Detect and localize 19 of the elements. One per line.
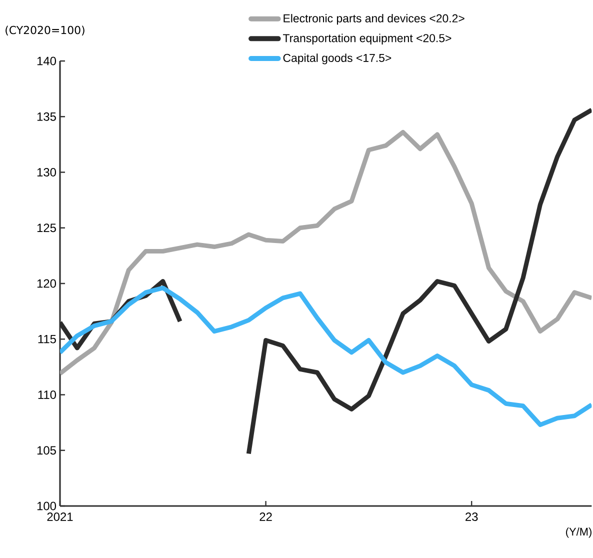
x-tick-label: 23 [466,512,478,521]
x-tick-label: 22 [260,512,272,521]
line-series [60,286,592,428]
x-tick-label: 2021 [47,512,73,521]
y-tick-label: 110 [38,390,56,399]
y-axis-title: (CY2020=100) [6,26,84,36]
y-tick-label: 115 [38,334,56,344]
legend-label: Transportation equipment <20.5> [283,34,452,44]
y-tick-label: 135 [37,112,56,121]
y-tick-label: 130 [37,168,56,176]
y-tick-label: 120 [37,279,56,288]
legend-label: Capital goods <17.5> [283,54,392,64]
y-tick-label: 140 [37,56,56,66]
y-tick-label: 105 [37,446,56,455]
y-tick-label: 100 [37,502,56,510]
y-tick-label: 125 [37,224,56,232]
x-axis-title: (Y/M) [566,528,592,538]
line-series [60,130,592,376]
legend-label: Electronic parts and devices <20.2> [284,14,464,25]
